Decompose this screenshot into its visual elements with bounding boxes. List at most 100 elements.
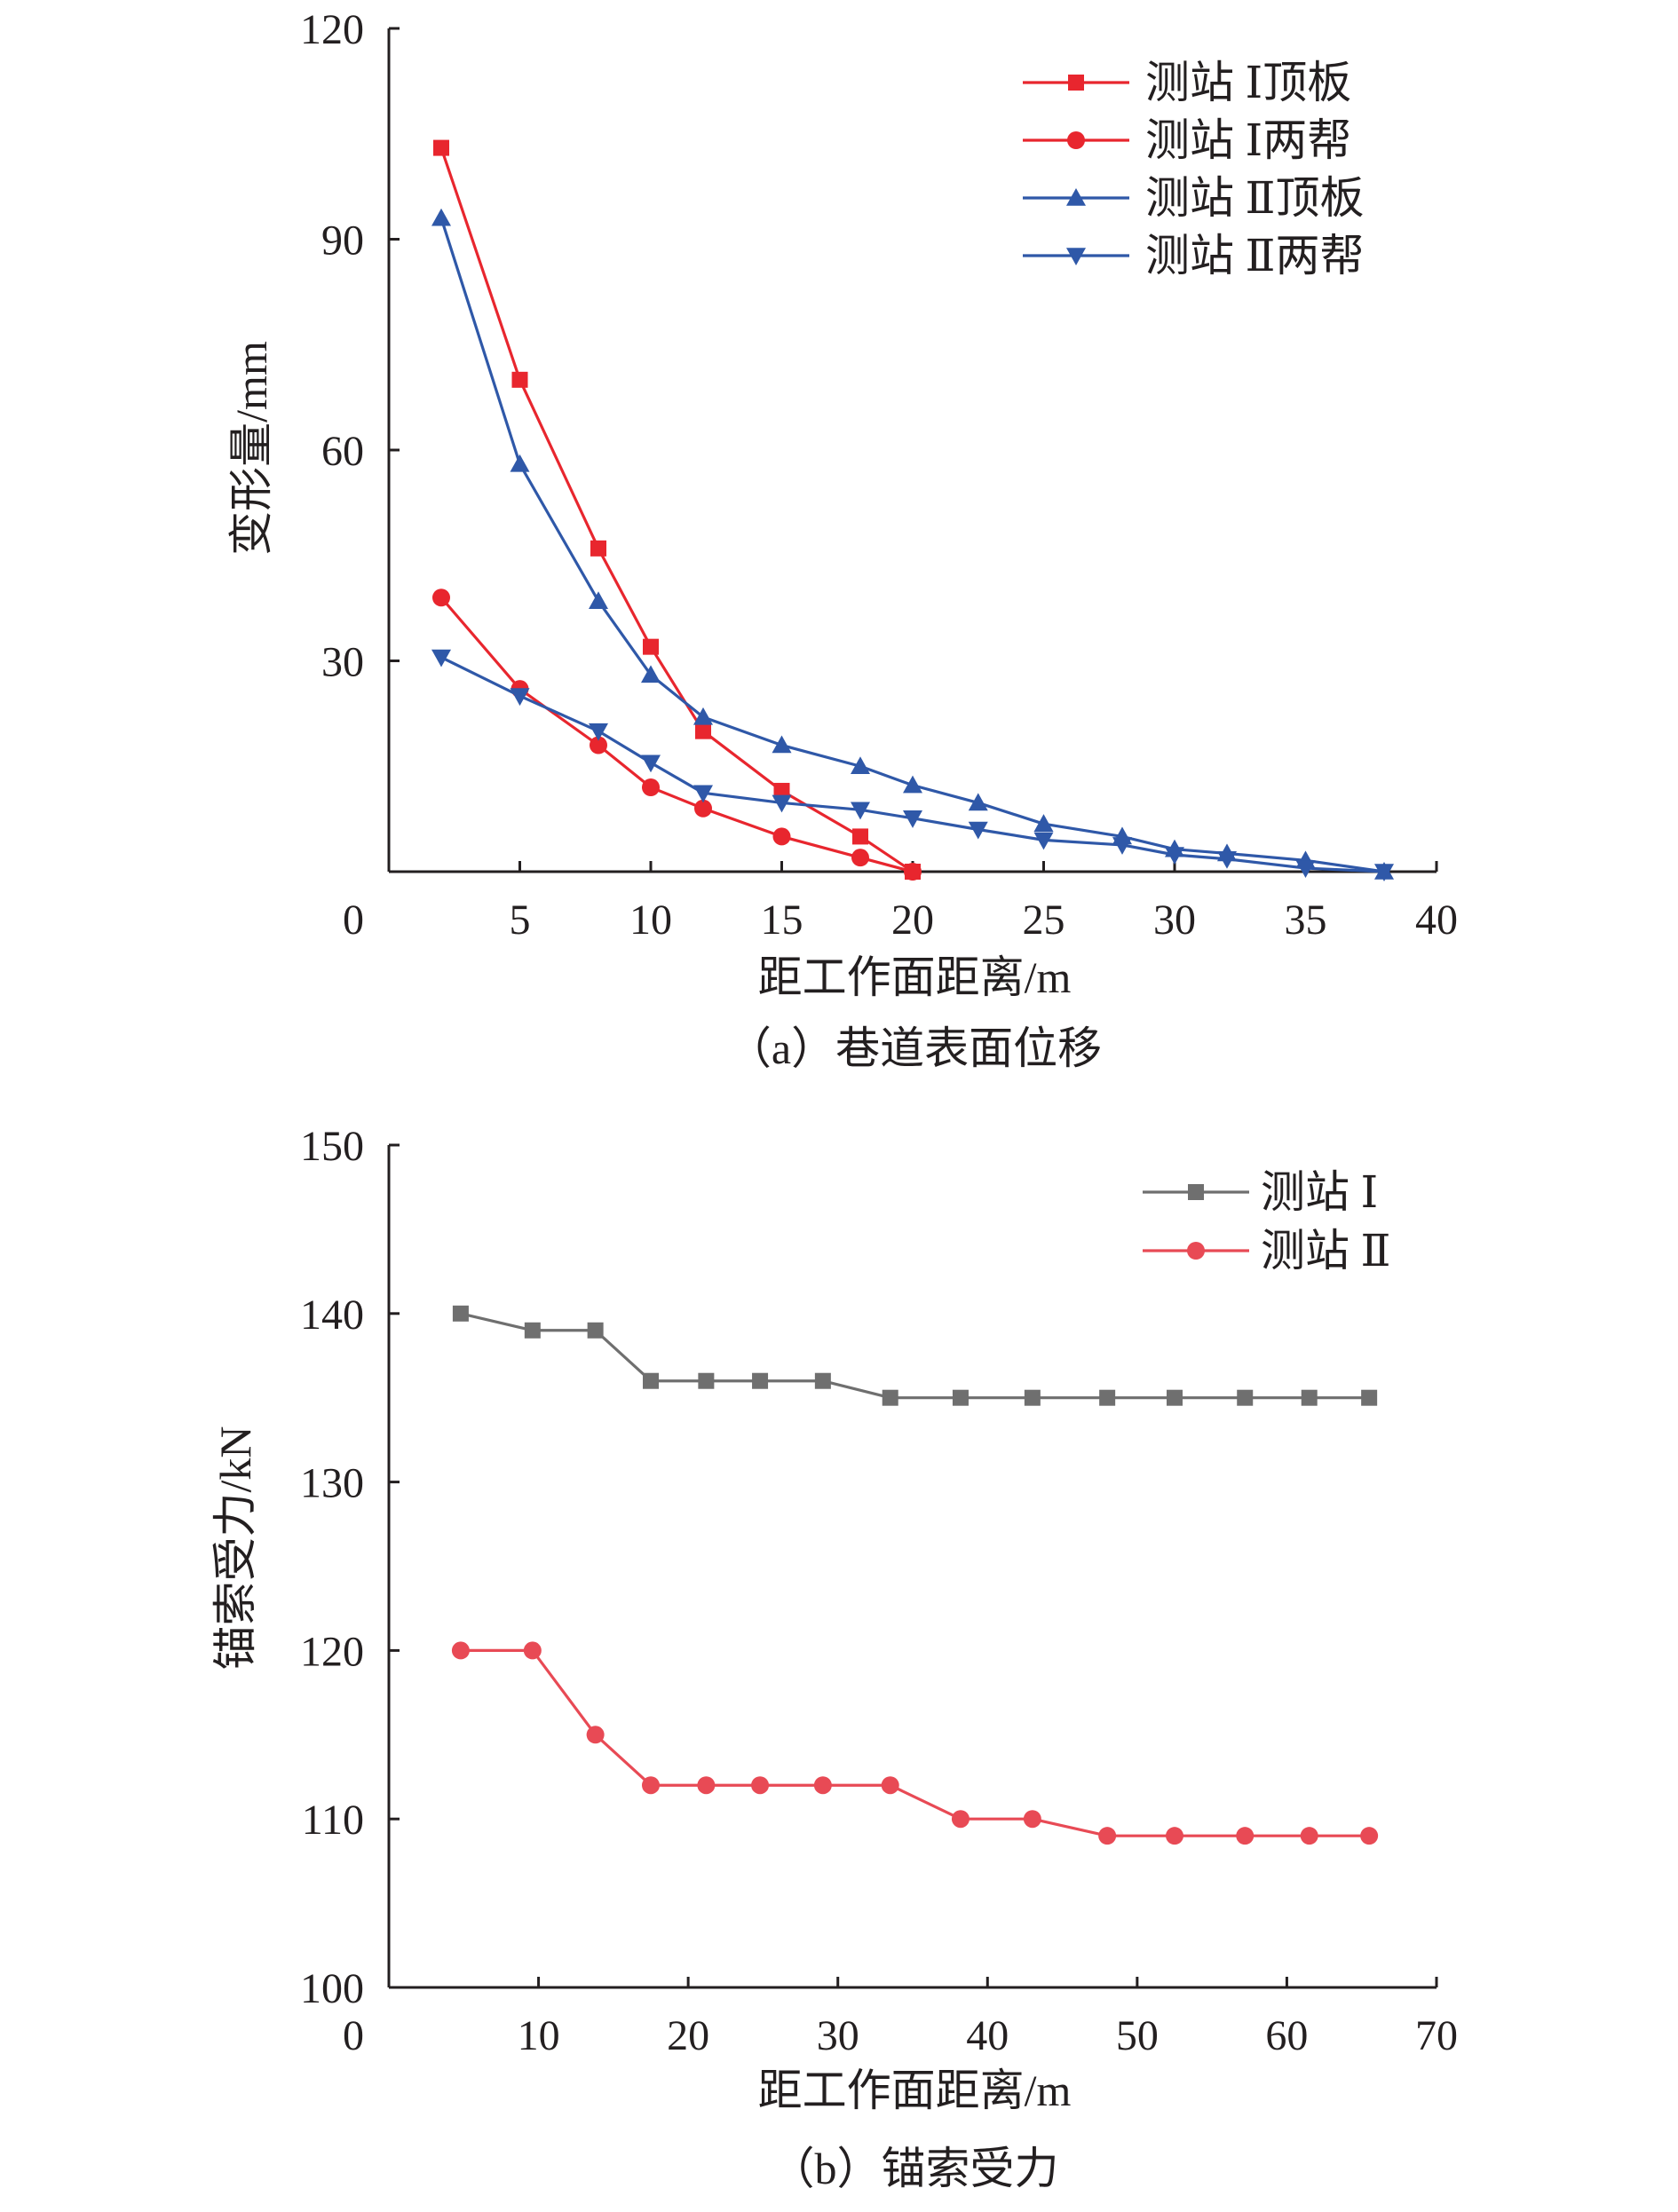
- chart-b-caption: （b）锚索受力: [771, 2144, 1059, 2193]
- series-line: [439, 596, 914, 873]
- chart-b-ticks: 0 10 20 30 40 50 60 70 100 110 120 130 140 150: [300, 1123, 1458, 2059]
- data-point: [1217, 850, 1237, 869]
- data-point: [1295, 860, 1316, 879]
- data-point: [1033, 814, 1054, 832]
- x-tick-label: 35: [1285, 897, 1327, 944]
- data-point: [1167, 1389, 1183, 1406]
- data-point: [1023, 1810, 1041, 1829]
- legend-label: 测站 Ⅱ两帮: [1145, 231, 1364, 280]
- legend-entry: 测站 Ⅰ: [1143, 1167, 1378, 1217]
- data-point: [590, 736, 607, 754]
- data-point: [523, 1641, 542, 1660]
- legend-label: 测站 Ⅱ: [1261, 1226, 1390, 1276]
- data-point: [951, 1810, 970, 1829]
- legend-entry: 测站 Ⅰ两帮: [1023, 115, 1351, 165]
- chart-a-xlabel: 距工作面距离/m: [758, 952, 1072, 1002]
- data-point: [643, 638, 659, 655]
- data-point: [1374, 864, 1394, 881]
- data-point: [431, 649, 451, 668]
- data-point: [589, 591, 608, 610]
- chart-b-legend: 测站 Ⅰ 测站 Ⅱ: [1143, 1167, 1390, 1276]
- y-tick-label: 150: [300, 1123, 364, 1170]
- legend-label: 测站 Ⅰ: [1261, 1167, 1378, 1217]
- legend-marker: [1187, 1242, 1205, 1260]
- data-point: [1237, 1389, 1254, 1406]
- y-tick-label: 140: [300, 1292, 364, 1339]
- x-tick-label: 20: [891, 897, 934, 944]
- data-point: [524, 1322, 541, 1339]
- data-point: [432, 589, 450, 607]
- data-point: [813, 1776, 832, 1795]
- data-point: [1024, 1389, 1041, 1406]
- legend-entry: 测站 Ⅱ: [1143, 1226, 1390, 1276]
- data-point: [751, 1776, 770, 1795]
- data-point: [851, 756, 870, 775]
- data-point: [642, 778, 660, 796]
- series-1: [433, 139, 921, 880]
- data-point: [1098, 1827, 1117, 1845]
- legend-marker: [1067, 131, 1085, 149]
- data-point: [852, 828, 868, 845]
- data-point: [772, 827, 791, 846]
- data-point: [904, 863, 922, 881]
- data-point: [851, 849, 869, 867]
- data-point: [772, 735, 792, 754]
- data-point: [1099, 1389, 1116, 1406]
- legend-marker: [1066, 188, 1086, 206]
- data-point: [1300, 1827, 1318, 1845]
- data-point: [882, 1389, 898, 1406]
- data-point: [1360, 1827, 1379, 1845]
- y-tick-label: 100: [300, 1965, 364, 2012]
- x-tick-label: 40: [966, 2012, 1009, 2059]
- series-4: [431, 649, 1394, 881]
- series-line: [439, 147, 914, 873]
- data-point: [510, 688, 530, 707]
- x-tick-label: 15: [761, 897, 803, 944]
- data-point: [752, 1372, 769, 1389]
- data-point: [587, 1322, 604, 1339]
- legend-label: 测站 Ⅰ顶板: [1145, 58, 1351, 107]
- data-point: [968, 821, 988, 840]
- chart-a-caption: （a）巷道表面位移: [727, 1023, 1102, 1073]
- legend-label: 测站 Ⅰ两帮: [1145, 115, 1351, 165]
- data-point: [1166, 1827, 1183, 1845]
- data-point: [694, 799, 712, 818]
- data-point: [589, 723, 608, 741]
- data-point: [1301, 1389, 1318, 1406]
- data-point: [641, 665, 661, 683]
- chart-a-ticks: 0 5 10 15 20 25 30 35 40 30 60 90 120: [300, 6, 1458, 944]
- series-1: [452, 1305, 1378, 1406]
- y-tick-label: 130: [300, 1460, 364, 1507]
- data-point: [641, 754, 661, 773]
- data-point: [693, 785, 713, 803]
- series-2: [451, 1641, 1379, 1845]
- data-point: [590, 540, 606, 557]
- data-point: [1165, 847, 1184, 865]
- legend-label: 测站 Ⅱ顶板: [1145, 173, 1364, 223]
- data-point: [697, 1776, 716, 1795]
- legend-marker: [1188, 1184, 1204, 1200]
- legend-entry: 测站 Ⅱ顶板: [1023, 173, 1364, 223]
- x-tick-label: 0: [343, 2012, 364, 2059]
- data-point: [851, 802, 870, 820]
- y-tick-label: 60: [321, 428, 364, 475]
- chart-b-series: [451, 1305, 1379, 1845]
- x-tick-label: 25: [1023, 897, 1065, 944]
- x-tick-label: 20: [667, 2012, 709, 2059]
- data-point: [695, 723, 711, 739]
- data-point: [1033, 832, 1054, 850]
- x-tick-label: 30: [817, 2012, 859, 2059]
- legend-entry: 测站 Ⅱ两帮: [1023, 231, 1364, 280]
- data-point: [642, 1776, 660, 1795]
- data-point: [952, 1389, 969, 1406]
- data-point: [643, 1372, 659, 1389]
- chart-b-xlabel: 距工作面距离/m: [758, 2066, 1072, 2115]
- y-tick-label: 120: [300, 1628, 364, 1675]
- chart-b-ylabel: 锚索受力/kN: [210, 1426, 260, 1671]
- data-point: [698, 1372, 715, 1389]
- y-tick-label: 30: [321, 639, 364, 686]
- x-tick-label: 70: [1415, 2012, 1458, 2059]
